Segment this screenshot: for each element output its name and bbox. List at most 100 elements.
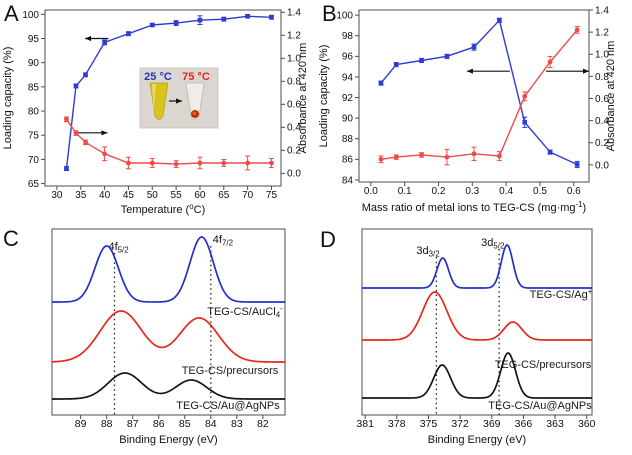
y-axis-label-left: Loading capacity (%): [2, 47, 14, 150]
curve-label: TEG-CS/Au@AgNPs: [176, 400, 280, 412]
x-tick-label: 70: [242, 190, 254, 201]
y-tick-label-left: 65: [28, 179, 40, 190]
y-tick-label-right: 0.0: [287, 169, 301, 180]
x-tick-label: 65: [218, 190, 230, 201]
x-tick-label: 378: [388, 418, 406, 430]
x-tick-label: 35: [75, 190, 87, 201]
y-tick-label-right: 0.2: [595, 138, 609, 149]
x-tick-label: 82: [257, 418, 269, 430]
x-tick-label: 381: [356, 418, 374, 430]
peak-label: 3d5/2: [481, 237, 504, 251]
x-tick-label: 360: [578, 418, 596, 430]
plot-border: [51, 228, 286, 416]
plot-border: [361, 228, 593, 416]
y-tick-label-left: 70: [28, 155, 40, 166]
y-axis-label-left: Loading capacity (%): [318, 45, 330, 148]
y-tick-label-left: 75: [28, 131, 40, 142]
plot-border: [44, 9, 282, 187]
data-point: [245, 13, 250, 19]
data-point: [522, 93, 528, 99]
peak-label: 3d3/2: [416, 245, 439, 259]
panel-label-a: A: [4, 1, 19, 26]
x-tick-label: 366: [515, 418, 533, 430]
plot-border: [358, 9, 590, 183]
y-tick-label-left: 98: [342, 31, 354, 42]
x-tick-label: 0.4: [499, 186, 513, 197]
data-point: [269, 14, 274, 20]
data-point: [393, 154, 399, 160]
x-tick-label: 86: [153, 418, 165, 430]
data-point: [197, 160, 203, 166]
precipitate-pellet-core: [192, 111, 197, 115]
curve-label: TEG-CS/Au@AgNPs: [488, 400, 592, 412]
data-point: [149, 22, 155, 28]
panel-b-chart: 0.0 0.1 0.2 0.3 0.4 0.5 0.6 84 86 88 90 92 94 96 98 100…: [318, 5, 617, 214]
panel-d-chart: 381 378 375 372 369 366 363 360 Binding Energy (…: [356, 228, 596, 446]
spectrum-teg-cs-au-agnps: TEG-CS/Au@AgNPs: [362, 352, 592, 412]
x-tick-label: 0.1: [398, 186, 412, 197]
data-point: [393, 62, 399, 67]
panel-d: D 381 378 375 372 369 366 363 360 Binding Energy…: [316, 227, 632, 455]
y-tick-label-right: 1.2: [287, 31, 301, 42]
spectrum-curve: [362, 244, 592, 289]
data-point: [221, 160, 227, 166]
spectrum-curve: [52, 372, 285, 400]
y-tick-label-left: 90: [342, 114, 354, 125]
series-loading-capacity: [378, 17, 580, 169]
data-point: [83, 139, 88, 145]
y-tick-label-right: 0.6: [595, 94, 609, 105]
data-point: [221, 16, 227, 22]
x-tick-label: 0.2: [432, 186, 446, 197]
y-tick-label-right: 0.4: [287, 123, 301, 134]
x-tick-label: 50: [147, 190, 159, 201]
arrow-head-icon: [176, 98, 182, 104]
x-tick-label: 89: [75, 418, 87, 430]
x-tick-label: 375: [420, 418, 438, 430]
data-point: [419, 58, 424, 63]
spectrum-teg-cs-aucl4-: TEG-CS/AuCl4-: [52, 236, 285, 320]
x-tick-label: 84: [205, 418, 217, 430]
y-axis-label-right: Absorbance at 420 nm: [605, 41, 617, 152]
y-tick-label-left: 100: [336, 11, 353, 22]
data-point: [522, 119, 528, 125]
y-tick-label-right: 0.6: [287, 100, 301, 111]
y-tick-label-right: 1.0: [287, 54, 301, 65]
x-tick-label: 0.3: [465, 186, 479, 197]
x-axis-label: Binding Energy (eV): [428, 434, 526, 446]
data-point: [197, 17, 203, 23]
curve-label: TEG-CS/Ag+: [530, 287, 593, 301]
arrow-head-icon: [101, 130, 108, 136]
y-tick-label-left: 90: [28, 58, 40, 69]
y-tick-label-right: 1.0: [595, 50, 609, 61]
spectrum-teg-cs-precursors: TEG-CS/precursors: [362, 291, 592, 371]
vial-highlight: [152, 84, 156, 112]
y-tick-label-left: 80: [28, 106, 40, 117]
x-tick-label: 83: [231, 418, 243, 430]
series-line: [380, 19, 578, 166]
x-tick-label: 45: [123, 190, 135, 201]
y-tick-label-left: 92: [342, 93, 354, 104]
y-tick-label-right: 0.2: [287, 146, 301, 157]
y-tick-label-left: 94: [342, 72, 354, 83]
x-tick-label: 0.6: [567, 186, 581, 197]
x-tick-label: 55: [171, 190, 183, 201]
x-tick-label: 88: [101, 418, 113, 430]
data-point: [419, 152, 424, 158]
spectrum-curve: [362, 291, 592, 341]
curve-label: TEG-CS/precursors: [495, 359, 592, 371]
series-line: [380, 29, 578, 160]
data-point: [64, 166, 69, 171]
data-point: [83, 72, 88, 78]
data-point: [496, 153, 502, 159]
x-tick-label: 40: [99, 190, 111, 201]
data-point: [378, 80, 384, 86]
arrow-head-icon: [583, 68, 589, 74]
x-tick-label: 363: [546, 418, 564, 430]
y-tick-label-right: 0.4: [595, 116, 609, 127]
data-point: [73, 83, 79, 89]
y-tick-label-right: 0.8: [595, 72, 609, 83]
data-point: [444, 54, 450, 59]
vial-75c: [185, 82, 205, 120]
data-point: [64, 116, 69, 122]
curve-label: TEG-CS/AuCl4-: [207, 304, 283, 320]
